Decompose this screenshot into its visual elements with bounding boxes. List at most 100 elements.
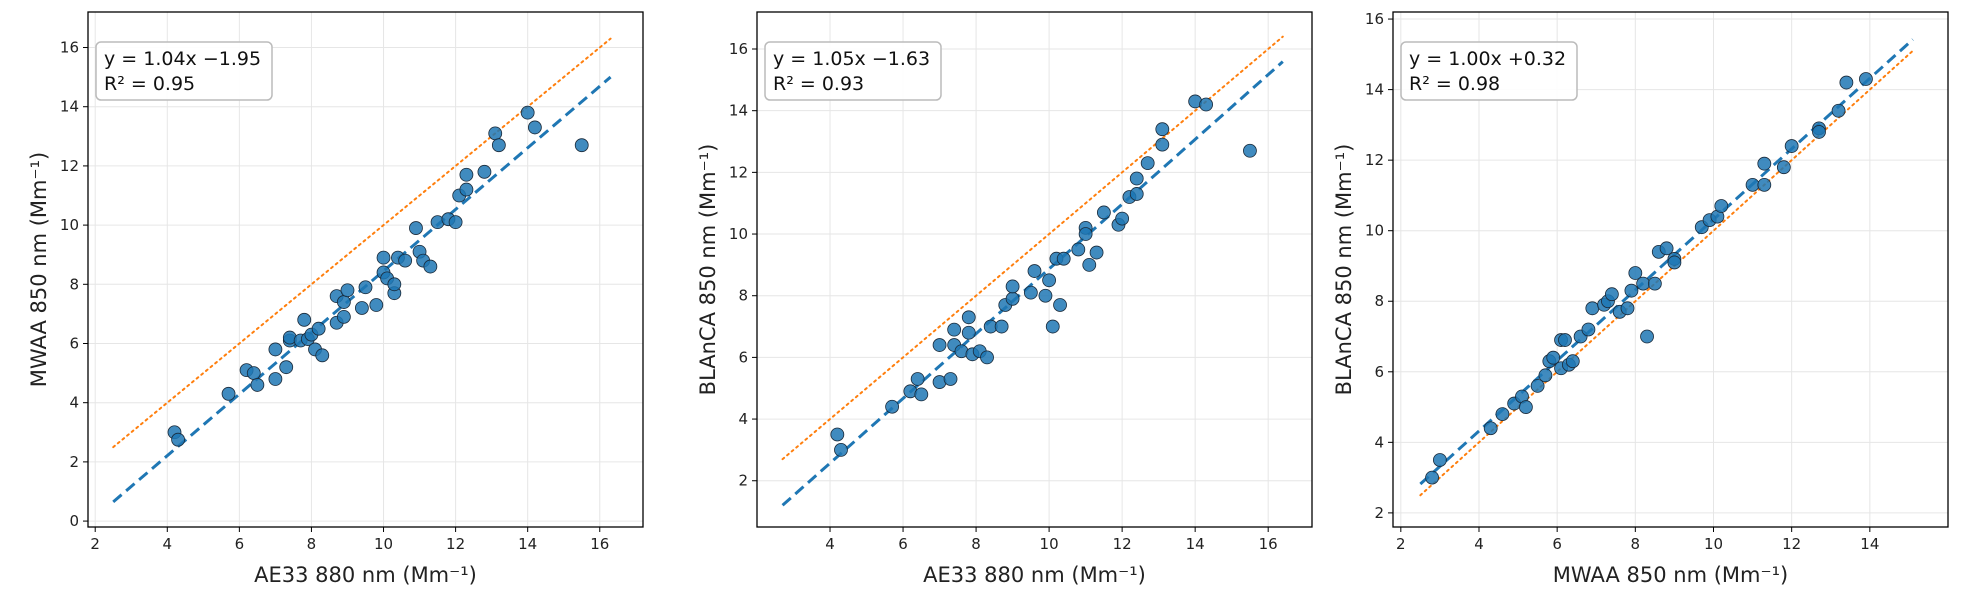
data-point <box>1056 251 1071 266</box>
data-point <box>459 167 474 182</box>
y-tick-label: 10 <box>1365 222 1384 240</box>
x-tick-label: 16 <box>1259 535 1278 553</box>
data-point <box>1089 245 1104 260</box>
x-tick-label: 4 <box>163 535 173 553</box>
data-point <box>1604 287 1619 302</box>
data-point <box>491 138 506 153</box>
data-point <box>398 253 413 268</box>
data-point <box>1027 264 1042 278</box>
y-tick-label: 2 <box>738 472 748 490</box>
data-point <box>1023 285 1038 300</box>
data-point <box>358 280 373 295</box>
axes-frame <box>87 11 644 528</box>
y-tick-label: 14 <box>60 98 79 116</box>
data-point <box>1581 322 1596 337</box>
x-tick-label: 14 <box>1186 535 1205 553</box>
data-point <box>830 427 845 442</box>
x-tick-label: 2 <box>90 535 100 553</box>
y-tick-label: 8 <box>1374 292 1384 310</box>
data-point <box>297 312 312 327</box>
data-point <box>340 283 355 298</box>
x-tick-label: 10 <box>1704 535 1723 553</box>
x-axis-label: MWAA 850 nm (Mm⁻¹) <box>1553 563 1788 587</box>
data-point <box>1667 255 1682 270</box>
data-point <box>1776 160 1791 175</box>
fit-equation: y = 1.04x −1.95 <box>104 48 261 70</box>
identity-line <box>1419 49 1914 497</box>
data-point <box>527 120 542 135</box>
data-point <box>387 277 402 292</box>
data-point <box>1714 199 1729 213</box>
data-point <box>1053 298 1067 312</box>
data-point <box>1647 276 1662 291</box>
data-point <box>1243 143 1257 158</box>
axes-frame <box>1392 11 1949 528</box>
data-point <box>1155 137 1170 152</box>
data-point <box>171 432 185 447</box>
data-point <box>961 310 976 325</box>
r-squared: R² = 0.98 <box>1409 73 1500 95</box>
data-point <box>409 221 423 235</box>
data-point <box>1757 156 1772 171</box>
data-point <box>1045 319 1060 334</box>
data-point <box>279 360 294 375</box>
data-point <box>1115 211 1130 226</box>
fit-equation: y = 1.05x −1.63 <box>773 48 930 70</box>
scatter-panel-3: 2 4 6 8 10 12 14 2 4 6 8 10 12 14 16 MWAA 850 nm (Mm⁻¹)… <box>1332 10 1949 587</box>
y-tick-label: 2 <box>69 453 79 471</box>
y-tick-label: 6 <box>738 348 748 366</box>
data-point <box>1628 266 1643 280</box>
data-point <box>1433 453 1447 467</box>
x-tick-label: 16 <box>590 535 609 553</box>
data-point <box>1831 103 1846 118</box>
data-point <box>1096 205 1111 220</box>
y-tick-label: 8 <box>738 287 748 305</box>
data-point <box>1038 288 1053 303</box>
fit-equation: y = 1.00x +0.32 <box>1409 48 1566 70</box>
y-tick-label: 4 <box>69 394 79 412</box>
x-tick-label: 8 <box>307 535 317 553</box>
data-point <box>1624 283 1639 298</box>
y-axis-label: BLAnCA 850 nm (Mm⁻¹) <box>696 144 720 396</box>
y-tick-label: 16 <box>60 39 79 57</box>
y-tick-label: 8 <box>69 275 79 293</box>
data-point <box>354 301 369 315</box>
y-tick-label: 14 <box>1365 81 1384 99</box>
data-point <box>1129 187 1144 201</box>
data-point <box>250 378 265 392</box>
x-tick-label: 6 <box>235 535 245 553</box>
data-point <box>914 387 929 402</box>
data-point <box>423 259 438 274</box>
data-point <box>315 348 330 363</box>
y-tick-label: 16 <box>1365 10 1384 28</box>
y-tick-label: 6 <box>69 334 79 352</box>
data-point <box>268 372 283 386</box>
data-point <box>1082 257 1097 272</box>
data-point <box>448 215 463 230</box>
r-squared: R² = 0.93 <box>773 73 864 95</box>
axes-frame <box>756 11 1313 528</box>
data-point <box>834 443 848 457</box>
data-point <box>1538 368 1553 383</box>
y-tick-label: 16 <box>729 40 748 58</box>
data-point <box>943 372 958 386</box>
y-axis-label: BLAnCA 850 nm (Mm⁻¹) <box>1332 144 1356 396</box>
data-point <box>1565 354 1580 369</box>
scatter-panel-2: 4 6 8 10 12 14 16 2 4 6 8 10 12 14 16 AE33 880 nm (Mm⁻¹… <box>696 11 1313 587</box>
x-tick-label: 2 <box>1396 535 1406 553</box>
grid <box>1393 12 1948 527</box>
x-tick-label: 14 <box>1860 535 1879 553</box>
data-point <box>520 105 535 120</box>
data-point <box>376 250 391 265</box>
data-point <box>311 321 326 336</box>
x-tick-label: 14 <box>518 535 537 553</box>
y-tick-label: 4 <box>738 410 748 428</box>
data-point <box>910 372 925 386</box>
r-squared: R² = 0.95 <box>104 73 195 95</box>
data-point <box>1839 75 1854 90</box>
data-point <box>1859 72 1873 86</box>
data-point <box>1640 329 1654 344</box>
data-point <box>994 319 1009 334</box>
